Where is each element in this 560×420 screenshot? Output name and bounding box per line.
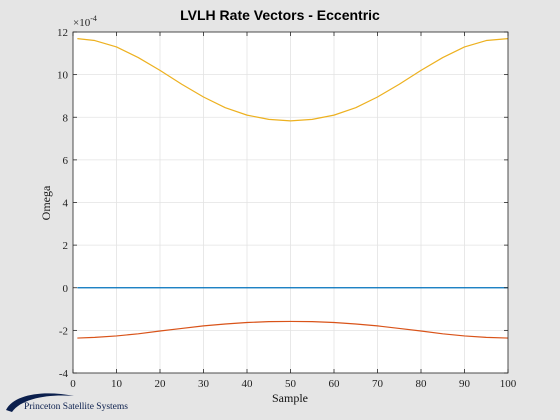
y-tick-label: -4 <box>59 368 69 380</box>
y-tick-label: 2 <box>63 240 69 252</box>
x-tick-label: 0 <box>70 378 76 390</box>
x-axis-label: Sample <box>272 391 308 405</box>
y-axis-label: Omega <box>39 185 53 220</box>
y-tick-label: 0 <box>63 283 69 295</box>
y-tick-label: 4 <box>63 198 69 210</box>
y-tick-label: 8 <box>63 112 69 124</box>
swoosh-icon <box>6 393 74 412</box>
x-tick-label: 90 <box>459 378 471 390</box>
x-tick-label: 70 <box>372 378 384 390</box>
x-tick-label: 40 <box>242 378 254 390</box>
x-tick-label: 10 <box>111 378 123 390</box>
series-line-2 <box>77 320 509 339</box>
tick-marks <box>72 31 509 374</box>
x-tick-label: 60 <box>329 378 341 390</box>
y-tick-label: 12 <box>57 27 68 39</box>
x-tick-label: 20 <box>155 378 167 390</box>
y-tick-label: 6 <box>63 155 69 167</box>
series-layer <box>77 38 509 339</box>
princeton-satellite-systems-logo: Princeton Satellite Systems <box>4 388 144 418</box>
tick-labels: 0 10 20 30 40 50 60 70 80 90 100 -4 -2 0 2 4 6 8 10 12 <box>57 27 517 390</box>
y-tick-label: -2 <box>59 325 68 337</box>
chart-title: LVLH Rate Vectors - Eccentric <box>180 7 380 23</box>
logo-text: Princeton Satellite Systems <box>24 402 128 412</box>
x-tick-label: 30 <box>198 378 210 390</box>
y-exponent-label: ×10-4 <box>73 14 97 29</box>
y-tick-label: 10 <box>57 70 69 82</box>
x-tick-label: 80 <box>416 378 428 390</box>
series-line-3 <box>77 38 509 122</box>
x-tick-label: 100 <box>500 378 517 390</box>
x-tick-label: 50 <box>285 378 297 390</box>
